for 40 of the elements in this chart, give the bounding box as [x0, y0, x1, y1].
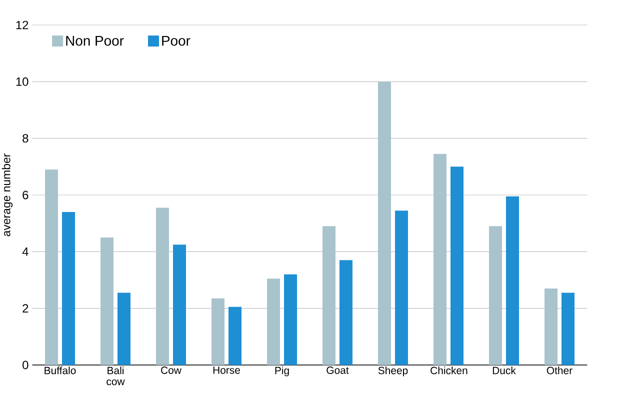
bar: [62, 212, 75, 365]
bar: [434, 154, 447, 365]
x-tick-label: Bali cow: [106, 366, 125, 386]
bar: [322, 226, 336, 365]
bar: [395, 210, 408, 365]
bar: [228, 306, 242, 365]
y-tick-label: 0: [22, 360, 28, 370]
bar: [340, 260, 353, 365]
bar: [562, 292, 575, 365]
x-tick-label: Chicken: [430, 366, 468, 374]
y-tick-label: 2: [22, 304, 28, 313]
y-tick-label: 4: [22, 248, 28, 256]
y-tick-label: 6: [22, 190, 28, 200]
y-axis-title: average number: [2, 154, 13, 236]
bar: [45, 170, 58, 365]
x-tick-label: Goat: [326, 366, 349, 374]
bar: [284, 274, 298, 365]
y-tick-label: 10: [16, 77, 28, 86]
bar: [544, 288, 558, 365]
bar: [378, 82, 392, 365]
legend-label: Non Poor: [66, 36, 124, 46]
bar: [100, 238, 114, 365]
y-tick-label: 8: [22, 134, 28, 143]
bar: [173, 244, 186, 365]
bar: [267, 278, 280, 365]
x-tick-label: Cow: [161, 366, 182, 374]
bar: [489, 226, 502, 365]
x-tick-label: Other: [546, 366, 572, 374]
bar: [506, 196, 520, 365]
bar: [118, 292, 130, 365]
x-tick-label: Duck: [492, 366, 516, 374]
x-tick-label: Pig: [275, 366, 289, 376]
legend-label: Poor: [162, 36, 190, 46]
y-tick-label: 12: [16, 20, 28, 30]
bar: [212, 298, 225, 365]
bar: [156, 208, 170, 365]
x-tick-label: Buffalo: [44, 366, 76, 374]
bar: [450, 166, 464, 365]
x-tick-label: Horse: [213, 366, 240, 374]
x-tick-label: Sheep: [378, 366, 408, 376]
